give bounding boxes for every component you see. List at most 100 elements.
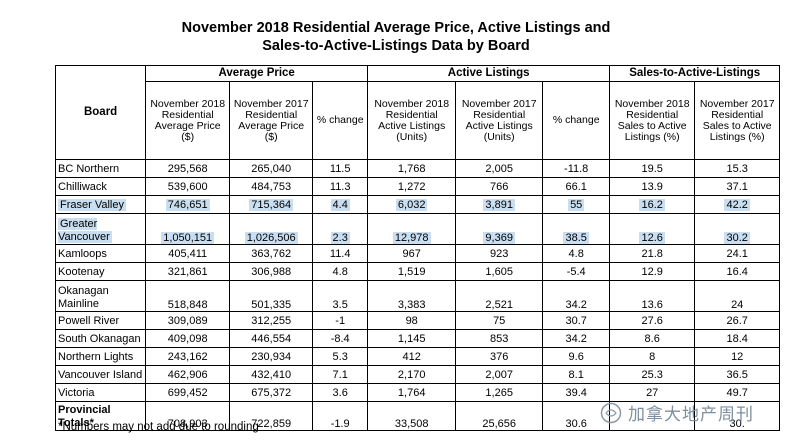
table-cell: 746,651: [145, 195, 231, 214]
table-cell: 306,988: [229, 262, 314, 281]
table-cell: 33,508: [367, 401, 457, 431]
wechat-icon: [600, 402, 622, 423]
table-cell: 2.3: [312, 213, 369, 245]
table-cell: 34.2: [542, 280, 611, 312]
table-cell: 13.6: [609, 280, 696, 312]
subheader: November 2018 Residential Active Listing…: [367, 81, 457, 160]
table-cell: 2,007: [455, 365, 544, 384]
header-sales-to-active: Sales-to-Active-Listings: [609, 65, 781, 82]
watermark-text: 加拿大地产周刊: [628, 405, 754, 424]
table-cell: 3.5: [312, 280, 369, 312]
table-cell: 295,568: [145, 159, 231, 178]
board-name: Kamloops: [54, 244, 147, 263]
board-name: Victoria: [54, 383, 147, 402]
subheader: November 2018 Residential Average Price …: [145, 81, 231, 160]
table-cell: 75: [455, 311, 544, 330]
table-cell: 2,170: [367, 365, 457, 384]
table-cell: 363,762: [229, 244, 314, 263]
table-cell: 321,861: [145, 262, 231, 281]
table-cell: 24.1: [694, 244, 781, 263]
table-cell: 708,903: [145, 401, 231, 431]
table-cell: 16.4: [694, 262, 781, 281]
table-cell: 11.3: [312, 177, 369, 196]
table-cell: 1,605: [455, 262, 544, 281]
table-cell: 38.5: [542, 213, 611, 245]
table-cell: 9.6: [542, 347, 611, 366]
table-title-line2: Sales-to-Active-Listings Data by Board: [262, 38, 530, 54]
table-cell: 30.7: [542, 311, 611, 330]
table-cell: 699,452: [145, 383, 231, 402]
subheader: November 2018 Residential Sales to Activ…: [609, 81, 696, 160]
table-row: Kootenay 321,861 306,988 4.8 1,519 1,605 -5.4 1…: [54, 262, 781, 281]
table-cell: 409,098: [145, 329, 231, 348]
table-cell: 539,600: [145, 177, 231, 196]
table-cell: 39.4: [542, 383, 611, 402]
table-cell: 675,372: [229, 383, 314, 402]
board-name: Provincial Totals*: [54, 401, 147, 431]
table-cell: 1,768: [367, 159, 457, 178]
board-name: Kootenay: [54, 262, 147, 281]
table-cell: 18.4: [694, 329, 781, 348]
table-cell: 30.: [694, 401, 781, 431]
table-cell: 923: [455, 244, 544, 263]
table-cell: 309,089: [145, 311, 231, 330]
table-cell: 432,410: [229, 365, 314, 384]
data-table: Board Average Price Active Listings Sale…: [54, 65, 781, 431]
table-cell: 34.2: [542, 329, 611, 348]
table-row: South Okanagan 409,098 446,554 -8.4 1,145 853…: [54, 329, 781, 348]
table-cell: 3.6: [312, 383, 369, 402]
table-row: Fraser Valley 746,651 715,364 4.4 6,032 3,891…: [54, 195, 781, 214]
table-title-line1: November 2018 Residential Average Price,…: [181, 20, 611, 36]
table-cell: 26.7: [694, 311, 781, 330]
table-cell: 265,040: [229, 159, 314, 178]
table-cell: 312,255: [229, 311, 314, 330]
table-cell: 1,265: [455, 383, 544, 402]
table-cell: 1,764: [367, 383, 457, 402]
board-name: Greater Vancouver: [54, 213, 147, 245]
table-row: Okanagan Mainline 518,848 501,335 3.5 3,383 2…: [54, 280, 781, 312]
table-cell: 30.6: [542, 401, 611, 431]
subheader: November 2017 Residential Sales to Activ…: [694, 81, 781, 160]
subheader: November 2017 Residential Average Price …: [229, 81, 314, 160]
table-cell: 12: [694, 347, 781, 366]
table-cell: -1.9: [312, 401, 369, 431]
table-cell: 446,554: [229, 329, 314, 348]
table-cell: 3,891: [455, 195, 544, 214]
table-cell: 4.8: [312, 262, 369, 281]
board-name: Northern Lights: [54, 347, 147, 366]
table-cell: 21.8: [609, 244, 696, 263]
table-cell: [609, 401, 696, 431]
table-cell: 853: [455, 329, 544, 348]
table-cell: 25,656: [455, 401, 544, 431]
table-cell: 24: [694, 280, 781, 312]
table-cell: 8.6: [609, 329, 696, 348]
table-cell: 8: [609, 347, 696, 366]
table-cell: 66.1: [542, 177, 611, 196]
table-cell: 484,753: [229, 177, 314, 196]
table-cell: 1,519: [367, 262, 457, 281]
table-cell: -1: [312, 311, 369, 330]
table-cell: 25.3: [609, 365, 696, 384]
table-cell: 4.4: [312, 195, 369, 214]
table-cell: 243,162: [145, 347, 231, 366]
table-cell: 230,934: [229, 347, 314, 366]
table-cell: 16.2: [609, 195, 696, 214]
table-cell: 98: [367, 311, 457, 330]
table-row: Northern Lights 243,162 230,934 5.3 412 376 9.…: [54, 347, 781, 366]
table-cell: 2,005: [455, 159, 544, 178]
board-name: Okanagan Mainline: [54, 280, 147, 312]
board-name: Fraser Valley: [54, 195, 147, 214]
table-cell: 967: [367, 244, 457, 263]
table-cell: 12,978: [367, 213, 457, 245]
table-cell: 13.9: [609, 177, 696, 196]
table-cell: 55: [542, 195, 611, 214]
subheader: % change: [542, 81, 611, 160]
table-cell: 37.1: [694, 177, 781, 196]
header-average-price: Average Price: [145, 65, 369, 82]
table-cell: 376: [455, 347, 544, 366]
board-name: South Okanagan: [54, 329, 147, 348]
table-cell: 6,032: [367, 195, 457, 214]
subheader: November 2017 Residential Active Listing…: [455, 81, 544, 160]
header-board: Board: [54, 65, 147, 160]
table-row: Powell River 309,089 312,255 -1 98 75 30.7 27.6…: [54, 311, 781, 330]
